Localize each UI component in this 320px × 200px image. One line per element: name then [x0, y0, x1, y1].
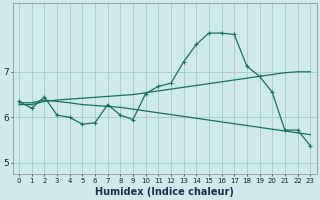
X-axis label: Humidex (Indice chaleur): Humidex (Indice chaleur) [95, 187, 234, 197]
